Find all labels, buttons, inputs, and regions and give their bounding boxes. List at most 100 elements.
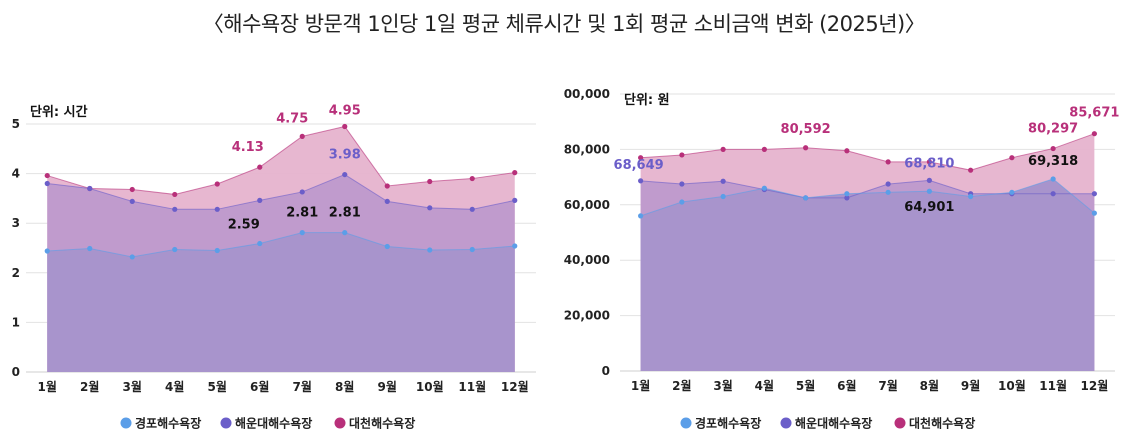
stay-legend: 경포해수욕장 해운대해수욕장 대천해수욕장 xyxy=(120,416,415,431)
stay-point-대천해수욕장 xyxy=(299,133,305,139)
spend-point-대천해수욕장 xyxy=(1091,131,1097,137)
spend-point-경포해수욕장 xyxy=(1050,176,1056,182)
spend-y-tick-label: 0 xyxy=(602,364,610,378)
stay-legend-marker xyxy=(220,417,232,429)
stay-point-해운대해수욕장 xyxy=(342,171,348,178)
stay-x-tick-label: 1월 xyxy=(38,379,57,394)
stay-point-대천해수욕장 xyxy=(427,178,433,185)
spend-line-대천해수욕장 xyxy=(640,133,1095,171)
stay-point-대천해수욕장 xyxy=(384,183,390,189)
stay-x-tick-label: 6월 xyxy=(250,379,269,394)
stay-point-해운대해수욕장 xyxy=(214,206,220,212)
spend-x-tick-label: 1월 xyxy=(631,378,650,393)
stay-line-해운대해수욕장 xyxy=(47,174,515,210)
stay-point-경포해수욕장 xyxy=(469,246,475,253)
stay-point-해운대해수욕장 xyxy=(129,198,135,204)
spend-legend-label: 경포해수욕장 xyxy=(695,416,761,431)
spend-y-tick-label: 60,000 xyxy=(564,198,610,212)
stay-point-대천해수욕장 xyxy=(172,191,178,198)
spend-point-해운대해수욕장 xyxy=(885,181,891,187)
stay-y-tick-label: 0 xyxy=(12,365,20,379)
stay-point-해운대해수욕장 xyxy=(44,180,50,187)
spend-point-대천해수욕장 xyxy=(720,146,726,152)
stay-x-tick-label: 3월 xyxy=(123,379,142,394)
stay-data-label: 3.98 xyxy=(329,148,361,163)
spend-legend-label: 해운대해수욕장 xyxy=(795,416,872,431)
stay-x-tick-label: 8월 xyxy=(335,379,354,394)
spend-y-tick-label: 40,000 xyxy=(564,253,610,267)
stay-point-해운대해수욕장 xyxy=(299,189,305,195)
stay-data-label: 2.81 xyxy=(286,206,318,221)
stay-point-경포해수욕장 xyxy=(129,254,135,260)
spend-point-해운대해수욕장 xyxy=(679,181,685,187)
stay-point-경포해수욕장 xyxy=(214,247,220,254)
spend-point-대천해수욕장 xyxy=(968,167,974,173)
stay-point-대천해수욕장 xyxy=(257,164,263,170)
spend-point-대천해수욕장 xyxy=(1009,155,1015,161)
spend-point-해운대해수욕장 xyxy=(638,178,644,184)
stay-point-대천해수욕장 xyxy=(342,123,348,130)
spend-x-tick-label: 5월 xyxy=(796,378,815,393)
spend-point-해운대해수욕장 xyxy=(720,178,726,184)
stay-x-tick-label: 12월 xyxy=(501,379,529,394)
spend-data-label: 68,810 xyxy=(904,156,954,171)
spend-point-대천해수욕장 xyxy=(844,148,850,154)
spend-legend-marker xyxy=(680,417,692,429)
spend-line-경포해수욕장 xyxy=(640,178,1095,217)
stay-point-해운대해수욕장 xyxy=(87,185,93,192)
stay-point-경포해수욕장 xyxy=(44,248,50,254)
spend-point-해운대해수욕장 xyxy=(1091,191,1097,197)
stay-y-tick-label: 1 xyxy=(12,315,20,329)
stay-legend-label: 해운대해수욕장 xyxy=(235,416,312,431)
stay-line-경포해수욕장 xyxy=(47,232,515,258)
stay-point-대천해수욕장 xyxy=(129,186,135,193)
stay-point-해운대해수욕장 xyxy=(427,205,433,211)
spend-x-tick-label: 10월 xyxy=(998,378,1026,393)
spend-point-해운대해수욕장 xyxy=(1050,191,1056,197)
stay-point-해운대해수욕장 xyxy=(384,198,390,204)
spend-legend: 경포해수욕장 해운대해수욕장 대천해수욕장 xyxy=(680,416,975,431)
spend-x-tick-label: 8월 xyxy=(920,378,939,393)
stay-point-대천해수욕장 xyxy=(44,172,50,179)
spend-x-tick-label: 4월 xyxy=(755,378,774,393)
spend-point-대천해수욕장 xyxy=(926,159,932,165)
spend-point-해운대해수욕장 xyxy=(926,177,932,183)
spend-y-tick-label: 100,000 xyxy=(564,87,610,101)
stay-point-해운대해수욕장 xyxy=(469,206,475,212)
spend-x-tick-label: 11월 xyxy=(1039,378,1067,393)
spend-point-해운대해수욕장 xyxy=(844,195,850,201)
spend-point-경포해수욕장 xyxy=(720,193,726,200)
stay-x-tick-label: 4월 xyxy=(165,379,184,394)
stay-legend-marker xyxy=(120,417,132,429)
spend-y-tick-label: 20,000 xyxy=(564,309,610,323)
spend-point-경포해수욕장 xyxy=(926,188,932,194)
stay-point-해운대해수욕장 xyxy=(172,206,178,212)
stay-point-대천해수욕장 xyxy=(214,181,220,187)
spend-x-tick-label: 6월 xyxy=(837,378,856,393)
stay-x-tick-label: 9월 xyxy=(378,379,397,394)
stay-y-tick-label: 5 xyxy=(12,117,20,131)
spend-unit-label: 단위: 원 xyxy=(624,92,670,108)
stay-point-경포해수욕장 xyxy=(299,230,305,236)
spend-legend-marker xyxy=(780,417,792,429)
spend-point-경포해수욕장 xyxy=(968,193,974,200)
stay-point-해운대해수욕장 xyxy=(512,197,518,203)
spend-point-경포해수욕장 xyxy=(761,185,767,191)
spend-point-대천해수욕장 xyxy=(885,159,891,165)
stay-y-tick-label: 4 xyxy=(12,167,20,181)
spend-point-경포해수욕장 xyxy=(885,189,891,195)
stay-point-경포해수욕장 xyxy=(427,247,433,253)
stay-x-tick-label: 2월 xyxy=(80,379,99,394)
spend-data-label: 64,901 xyxy=(904,200,954,215)
spend-area-경포해수욕장 xyxy=(640,178,1095,371)
stay-y-tick-label: 3 xyxy=(12,216,20,230)
stay-legend-marker xyxy=(334,417,346,429)
spend-data-label: 85,671 xyxy=(1069,106,1119,121)
spend-x-tick-label: 12월 xyxy=(1081,378,1109,393)
spend-point-경포해수욕장 xyxy=(1091,210,1097,216)
spend-point-경포해수욕장 xyxy=(679,199,685,205)
stay-x-tick-label: 10월 xyxy=(416,379,444,394)
stay-x-tick-label: 5월 xyxy=(208,379,227,394)
stay-point-대천해수욕장 xyxy=(512,170,518,176)
spend-x-tick-label: 7월 xyxy=(878,378,897,393)
